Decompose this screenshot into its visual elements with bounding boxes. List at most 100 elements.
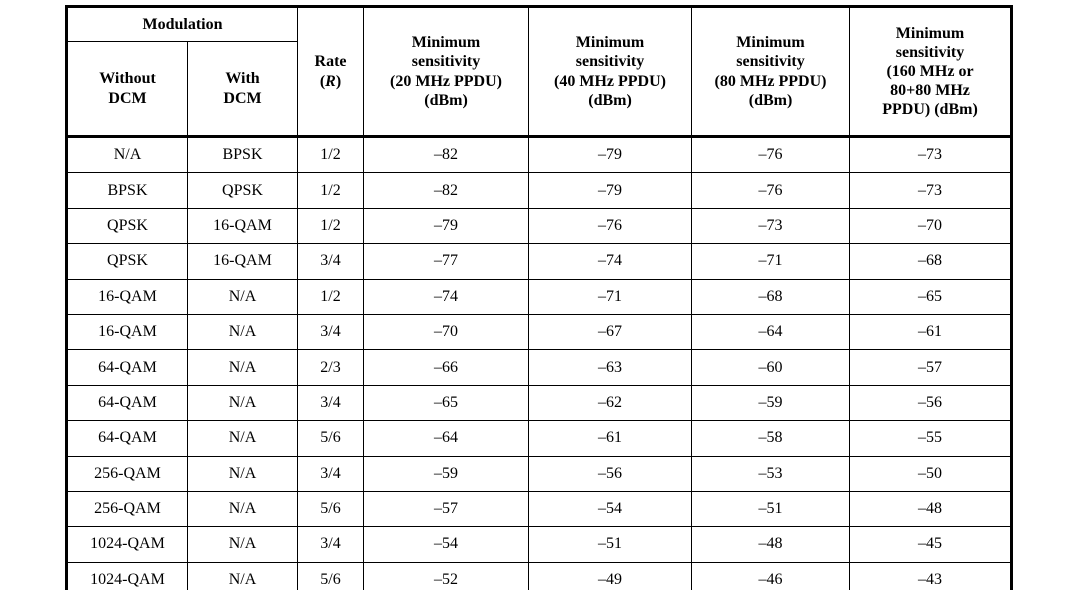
cell-without-dcm: 64-QAM: [66, 384, 188, 422]
cell-s80: –73: [691, 207, 851, 245]
cell-s160: –57: [849, 349, 1013, 386]
table-row: 64-QAM N/A 3/4 –65 –62 –59 –56: [66, 384, 1013, 422]
table-row: BPSK QPSK 1/2 –82 –79 –76 –73: [66, 172, 1013, 209]
table-row: 64-QAM N/A 5/6 –64 –61 –58 –55: [66, 420, 1013, 457]
cell-s40: –56: [528, 455, 693, 492]
cell-with-dcm: N/A: [186, 526, 299, 563]
cell-without-dcm: N/A: [66, 134, 188, 174]
cell-without-dcm: 64-QAM: [66, 349, 188, 386]
cell-s40: –51: [528, 526, 693, 563]
cell-s20: –77: [363, 243, 530, 280]
cell-with-dcm: N/A: [186, 490, 299, 528]
col-header-without-dcm: Without DCM: [66, 41, 188, 137]
rate-paren-open: (: [319, 72, 326, 90]
cell-s20: –54: [363, 526, 530, 563]
cell-with-dcm: QPSK: [186, 172, 299, 209]
cell-with-dcm: N/A: [186, 420, 299, 457]
cell-with-dcm: N/A: [186, 349, 299, 386]
cell-with-dcm: 16-QAM: [186, 243, 299, 280]
cell-s160: –56: [849, 384, 1013, 422]
cell-with-dcm: N/A: [186, 313, 299, 351]
cell-s40: –62: [528, 384, 693, 422]
cell-s160: –48: [849, 490, 1013, 528]
col-header-min-sensitivity-20mhz: Minimum sensitivity (20 MHz PPDU) (dBm): [363, 6, 530, 137]
cell-s20: –52: [363, 561, 530, 590]
cell-s160: –50: [849, 455, 1013, 492]
cell-s160: –70: [849, 207, 1013, 245]
col-header-modulation-group: Modulation: [65, 6, 299, 42]
cell-s20: –82: [363, 172, 530, 209]
cell-with-dcm: N/A: [186, 561, 299, 590]
table-row: N/A BPSK 1/2 –82 –79 –76 –73: [66, 134, 1013, 174]
cell-s20: –79: [363, 207, 530, 245]
cell-rate: 5/6: [297, 420, 365, 457]
col-header-with-dcm: With DCM: [186, 41, 299, 137]
cell-s80: –64: [691, 313, 851, 351]
cell-rate: 1/2: [297, 278, 365, 315]
table-row: 1024-QAM N/A 5/6 –52 –49 –46 –43: [66, 561, 1013, 590]
table-row: QPSK 16-QAM 1/2 –79 –76 –73 –70: [66, 207, 1013, 245]
cell-s80: –71: [691, 243, 851, 280]
cell-with-dcm: N/A: [186, 278, 299, 315]
cell-with-dcm: N/A: [186, 384, 299, 422]
rate-symbol: R: [325, 72, 336, 90]
table-row: QPSK 16-QAM 3/4 –77 –74 –71 –68: [66, 243, 1013, 280]
table-row: 256-QAM N/A 3/4 –59 –56 –53 –50: [66, 455, 1013, 492]
cell-with-dcm: BPSK: [186, 134, 299, 174]
cell-s80: –58: [691, 420, 851, 457]
cell-without-dcm: 1024-QAM: [66, 526, 188, 563]
cell-s80: –46: [691, 561, 851, 590]
cell-s160: –73: [849, 172, 1013, 209]
header-row-sub: Without DCM With DCM: [66, 41, 1012, 137]
cell-rate: 3/4: [297, 455, 365, 492]
cell-without-dcm: 64-QAM: [66, 420, 188, 457]
cell-s80: –76: [691, 134, 851, 174]
table-row: 1024-QAM N/A 3/4 –54 –51 –48 –45: [66, 526, 1013, 563]
col-header-min-sensitivity-160mhz: Minimum sensitivity (160 MHz or 80+80 MH…: [849, 6, 1013, 137]
cell-s160: –45: [849, 526, 1013, 563]
rate-label: Rate: [314, 53, 347, 71]
cell-s80: –76: [691, 172, 851, 209]
cell-without-dcm: 1024-QAM: [66, 561, 188, 590]
cell-s160: –68: [849, 243, 1013, 280]
cell-s20: –74: [363, 278, 530, 315]
cell-without-dcm: QPSK: [66, 243, 188, 280]
cell-without-dcm: 16-QAM: [66, 313, 188, 351]
sensitivity-table: Modulation Rate (R) Minimum sensitivity (…: [65, 5, 1014, 590]
cell-s80: –60: [691, 349, 851, 386]
cell-s40: –71: [528, 278, 693, 315]
cell-s20: –59: [363, 455, 530, 492]
cell-without-dcm: 16-QAM: [66, 278, 188, 315]
cell-s20: –82: [363, 134, 530, 174]
cell-rate: 1/2: [297, 172, 365, 209]
cell-rate: 5/6: [297, 490, 365, 528]
cell-s80: –59: [691, 384, 851, 422]
cell-rate: 5/6: [297, 561, 365, 590]
cell-s40: –79: [528, 172, 693, 209]
rate-paren-close: ): [335, 72, 342, 90]
cell-s80: –48: [691, 526, 851, 563]
cell-s20: –64: [363, 420, 530, 457]
cell-with-dcm: 16-QAM: [186, 207, 299, 245]
cell-rate: 3/4: [297, 526, 365, 563]
cell-rate: 3/4: [297, 243, 365, 280]
header-row-group: Modulation Rate (R) Minimum sensitivity (…: [65, 6, 1013, 137]
table-row: 16-QAM N/A 3/4 –70 –67 –64 –61: [66, 313, 1013, 351]
cell-s40: –49: [528, 561, 693, 590]
cell-rate: 3/4: [297, 313, 365, 351]
table-header: Modulation Rate (R) Minimum sensitivity (…: [65, 6, 1013, 137]
cell-s160: –73: [849, 134, 1013, 174]
cell-s40: –79: [528, 134, 693, 174]
cell-s160: –43: [849, 561, 1013, 590]
cell-s40: –63: [528, 349, 693, 386]
cell-rate: 3/4: [297, 384, 365, 422]
cell-s20: –57: [363, 490, 530, 528]
cell-rate: 1/2: [297, 207, 365, 245]
cell-rate: 2/3: [297, 349, 365, 386]
cell-without-dcm: QPSK: [66, 207, 188, 245]
cell-without-dcm: 256-QAM: [66, 490, 188, 528]
cell-s40: –67: [528, 313, 693, 351]
cell-without-dcm: 256-QAM: [66, 455, 188, 492]
cell-rate: 1/2: [297, 134, 365, 174]
